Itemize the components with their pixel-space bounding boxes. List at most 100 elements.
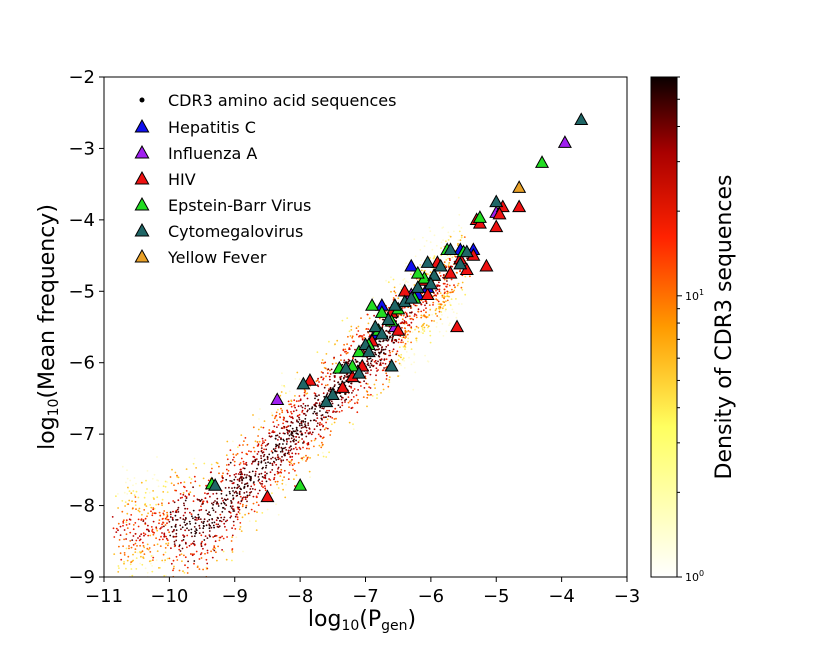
density-point: [403, 367, 406, 369]
density-point: [392, 297, 395, 299]
density-point: [413, 353, 416, 356]
density-point: [302, 456, 305, 459]
density-point: [175, 535, 178, 538]
density-point: [271, 462, 274, 465]
y-tick-label: −4: [68, 210, 95, 231]
density-point: [400, 314, 403, 317]
density-point: [229, 480, 232, 482]
density-point: [186, 566, 189, 569]
density-point: [238, 477, 241, 480]
density-point: [387, 338, 390, 341]
density-point: [252, 455, 255, 458]
density-point: [321, 451, 324, 454]
density-point: [263, 448, 265, 451]
colorbar-tick-label: 101: [685, 288, 704, 303]
density-point: [189, 523, 192, 525]
density-point: [270, 412, 273, 414]
density-point: [238, 508, 241, 511]
density-point: [182, 534, 185, 537]
density-point: [354, 348, 356, 351]
density-point: [307, 404, 309, 407]
density-point: [376, 393, 378, 396]
density-point: [215, 523, 218, 526]
density-point: [123, 491, 126, 494]
density-point: [456, 284, 459, 287]
density-point: [278, 436, 281, 438]
density-point: [449, 259, 451, 262]
density-point: [395, 294, 397, 297]
density-point: [182, 570, 184, 573]
density-point: [291, 422, 294, 424]
density-point: [205, 509, 208, 512]
density-point: [377, 360, 379, 363]
density-point: [237, 473, 240, 475]
marker-cytomegalovirus: [319, 394, 334, 408]
density-point: [202, 477, 205, 480]
density-point: [460, 227, 463, 229]
density-point: [241, 497, 244, 499]
density-point: [356, 402, 359, 404]
density-point: [304, 418, 307, 420]
density-point: [440, 311, 443, 313]
density-point: [203, 518, 206, 521]
density-point: [199, 500, 202, 502]
density-point: [129, 563, 132, 566]
density-point: [194, 532, 197, 535]
density-point: [213, 535, 216, 538]
density-point: [345, 376, 347, 378]
density-point: [289, 456, 292, 458]
density-point: [369, 366, 371, 368]
density-point: [404, 331, 407, 334]
density-point: [186, 507, 189, 510]
density-point: [213, 549, 216, 552]
density-point: [276, 454, 279, 456]
density-point: [295, 432, 298, 435]
density-point: [288, 453, 290, 456]
density-point: [253, 510, 256, 513]
density-point: [134, 548, 137, 550]
density-point: [243, 473, 246, 476]
density-point: [395, 353, 398, 356]
density-point: [211, 467, 213, 470]
density-point: [194, 480, 197, 483]
density-point: [288, 461, 291, 464]
density-point: [195, 467, 198, 469]
density-point: [435, 289, 437, 292]
density-point: [220, 520, 223, 523]
density-point: [197, 513, 200, 516]
density-point: [442, 276, 444, 279]
density-point: [192, 581, 194, 583]
density-point: [253, 483, 256, 486]
density-point: [400, 356, 402, 359]
density-point: [452, 291, 454, 293]
density-point: [440, 303, 442, 306]
density-point: [166, 539, 169, 542]
density-point: [218, 465, 220, 468]
density-point: [408, 356, 410, 359]
density-point: [265, 480, 268, 483]
density-point: [257, 428, 260, 431]
density-point: [413, 238, 416, 241]
density-point: [382, 318, 385, 321]
density-point: [262, 486, 264, 489]
density-point: [366, 405, 368, 408]
density-point: [461, 288, 464, 291]
density-point: [147, 585, 149, 587]
density-point: [172, 567, 175, 570]
density-point: [285, 438, 288, 441]
density-point: [345, 352, 348, 355]
density-point: [236, 483, 239, 486]
density-point: [313, 428, 316, 431]
density-point: [284, 496, 287, 499]
density-point: [122, 520, 125, 523]
density-point: [168, 520, 171, 523]
density-point: [398, 362, 401, 365]
density-point: [400, 341, 402, 344]
density-point: [281, 384, 283, 387]
density-point: [429, 241, 432, 244]
density-point: [429, 308, 432, 311]
density-point: [288, 446, 291, 449]
density-point: [175, 523, 177, 526]
density-point: [301, 406, 304, 409]
